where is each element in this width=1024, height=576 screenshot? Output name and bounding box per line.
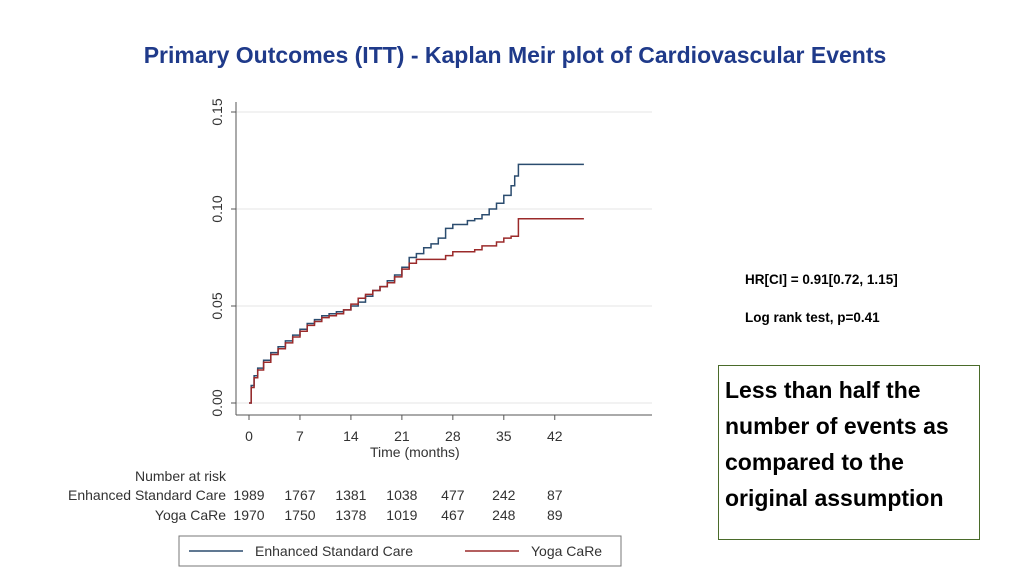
legend-label-0: Enhanced Standard Care (255, 543, 413, 559)
risk-value-0-6: 87 (547, 487, 563, 503)
risk-value-0-1: 1767 (284, 487, 315, 503)
y-tick-label-2: 0.10 (209, 195, 225, 222)
x-tick-label-5: 35 (496, 428, 512, 444)
x-tick-label-3: 21 (394, 428, 410, 444)
risk-value-0-0: 1989 (233, 487, 264, 503)
y-tick-label-3: 0.15 (209, 98, 225, 125)
callout-box: Less than half the number of events as c… (718, 365, 980, 540)
x-tick-label-4: 28 (445, 428, 461, 444)
legend-box (178, 535, 622, 567)
x-tick-label-1: 7 (296, 428, 304, 444)
risk-value-0-2: 1381 (335, 487, 366, 503)
risk-value-1-5: 248 (492, 507, 516, 523)
km-curve-0 (249, 163, 584, 404)
hazard-ratio-text: HR[CI] = 0.91[0.72, 1.15] (745, 272, 898, 287)
risk-value-1-4: 467 (441, 507, 465, 523)
risk-value-0-4: 477 (441, 487, 465, 503)
km-curve-1 (249, 217, 584, 404)
risk-value-1-0: 1970 (233, 507, 264, 523)
legend-label-1: Yoga CaRe (531, 543, 602, 559)
x-tick-label-0: 0 (245, 428, 253, 444)
callout-text: Less than half the number of events as c… (725, 377, 949, 511)
risk-value-1-1: 1750 (284, 507, 315, 523)
y-tick-label-1: 0.05 (209, 292, 225, 319)
risk-value-0-3: 1038 (386, 487, 417, 503)
risk-value-0-5: 242 (492, 487, 516, 503)
risk-row-label-1: Yoga CaRe (155, 507, 226, 523)
x-axis-label: Time (months) (370, 444, 460, 460)
risk-value-1-6: 89 (547, 507, 563, 523)
risk-value-1-3: 1019 (386, 507, 417, 523)
log-rank-text: Log rank test, p=0.41 (745, 310, 880, 325)
risk-value-1-2: 1378 (335, 507, 366, 523)
slide-title: Primary Outcomes (ITT) - Kaplan Meir plo… (143, 42, 887, 68)
y-tick-label-0: 0.00 (209, 389, 225, 416)
x-tick-label-6: 42 (547, 428, 563, 444)
risk-row-label-0: Enhanced Standard Care (68, 487, 226, 503)
x-tick-label-2: 14 (343, 428, 359, 444)
risk-table-header: Number at risk (135, 468, 227, 484)
